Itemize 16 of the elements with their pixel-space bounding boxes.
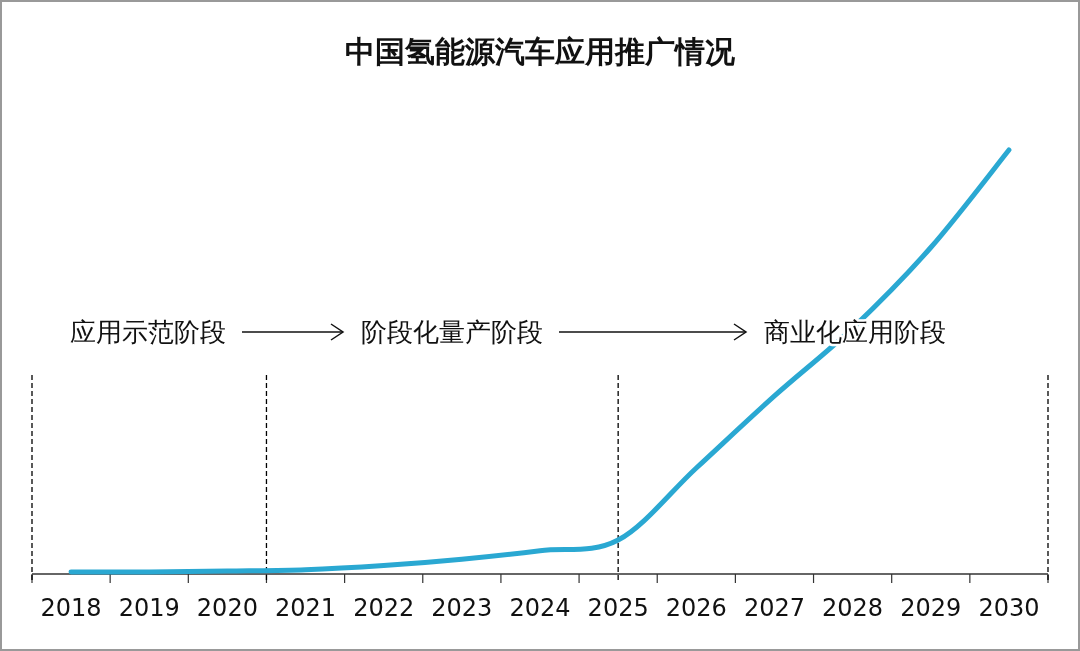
- x-tick-label: 2027: [743, 594, 805, 622]
- x-tick-label: 2024: [509, 594, 571, 622]
- chart-title: 中国氢能源汽车应用推广情况: [345, 34, 736, 69]
- x-tick-label: 2029: [900, 594, 962, 622]
- x-tick-label: 2028: [822, 594, 884, 622]
- x-tick-label: 2018: [40, 594, 102, 622]
- x-tick-label: 2021: [275, 594, 337, 622]
- x-tick-label: 2030: [978, 594, 1040, 622]
- x-tick-label: 2022: [353, 594, 415, 622]
- x-tick-label: 2025: [587, 594, 649, 622]
- x-tick-label: 2020: [196, 594, 258, 622]
- x-tick-label: 2023: [431, 594, 493, 622]
- x-tick-label: 2019: [118, 594, 180, 622]
- annotation: 应用示范阶段: [70, 317, 226, 347]
- annotation: 阶段化量产阶段: [361, 317, 543, 347]
- x-tick-label: 2026: [665, 594, 727, 622]
